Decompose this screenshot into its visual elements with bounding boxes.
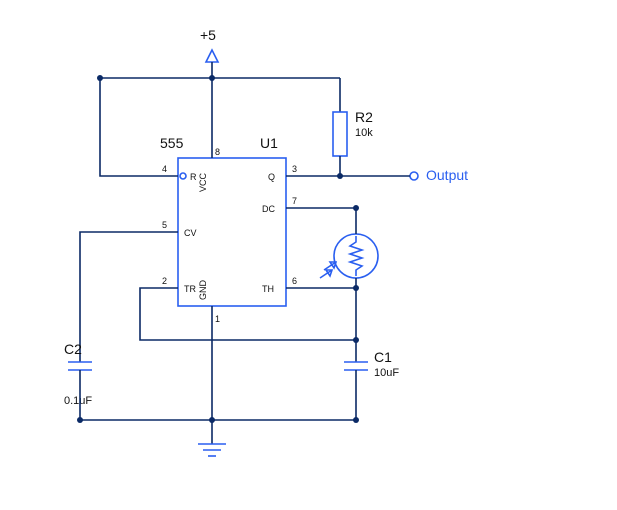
plus5-label: +5 — [200, 27, 216, 43]
pin6-num: 6 — [292, 276, 297, 286]
pin4-num: 4 — [162, 164, 167, 174]
schematic-canvas: +5 555 U1 8 VCC 1 GND 4 R 5 CV 2 TR 3 Q … — [0, 0, 617, 510]
pin1-num: 1 — [215, 314, 220, 324]
r2-ref: R2 — [355, 109, 373, 125]
pin5-name: CV — [184, 228, 197, 238]
ground-symbol — [198, 420, 226, 456]
pin6-name: TH — [262, 284, 274, 294]
r2-value: 10k — [355, 127, 373, 139]
c1-capacitor — [344, 340, 368, 392]
pin8-name: VCC — [198, 172, 208, 192]
r2-resistor — [333, 78, 347, 176]
ic-ref: U1 — [260, 135, 278, 151]
pin2-num: 2 — [162, 276, 167, 286]
pin5-num: 5 — [162, 220, 167, 230]
pin7-num: 7 — [292, 196, 297, 206]
pin4-name: R — [190, 172, 197, 182]
pin2-name: TR — [184, 284, 196, 294]
photoresistor — [320, 224, 378, 288]
pin1-name: GND — [198, 280, 208, 301]
pin7-name: DC — [262, 204, 275, 214]
pin3-name: Q — [268, 172, 275, 182]
c1-ref: C1 — [374, 349, 392, 365]
c1-value: 10uF — [374, 367, 399, 379]
plus5-supply — [206, 50, 218, 78]
output-terminal — [410, 172, 418, 180]
output-label: Output — [426, 167, 468, 183]
pin8-num: 8 — [215, 147, 220, 157]
c2-value: 0.1uF — [64, 395, 92, 407]
c2-ref: C2 — [64, 341, 82, 357]
pin3-num: 3 — [292, 164, 297, 174]
ic-title: 555 — [160, 135, 184, 151]
